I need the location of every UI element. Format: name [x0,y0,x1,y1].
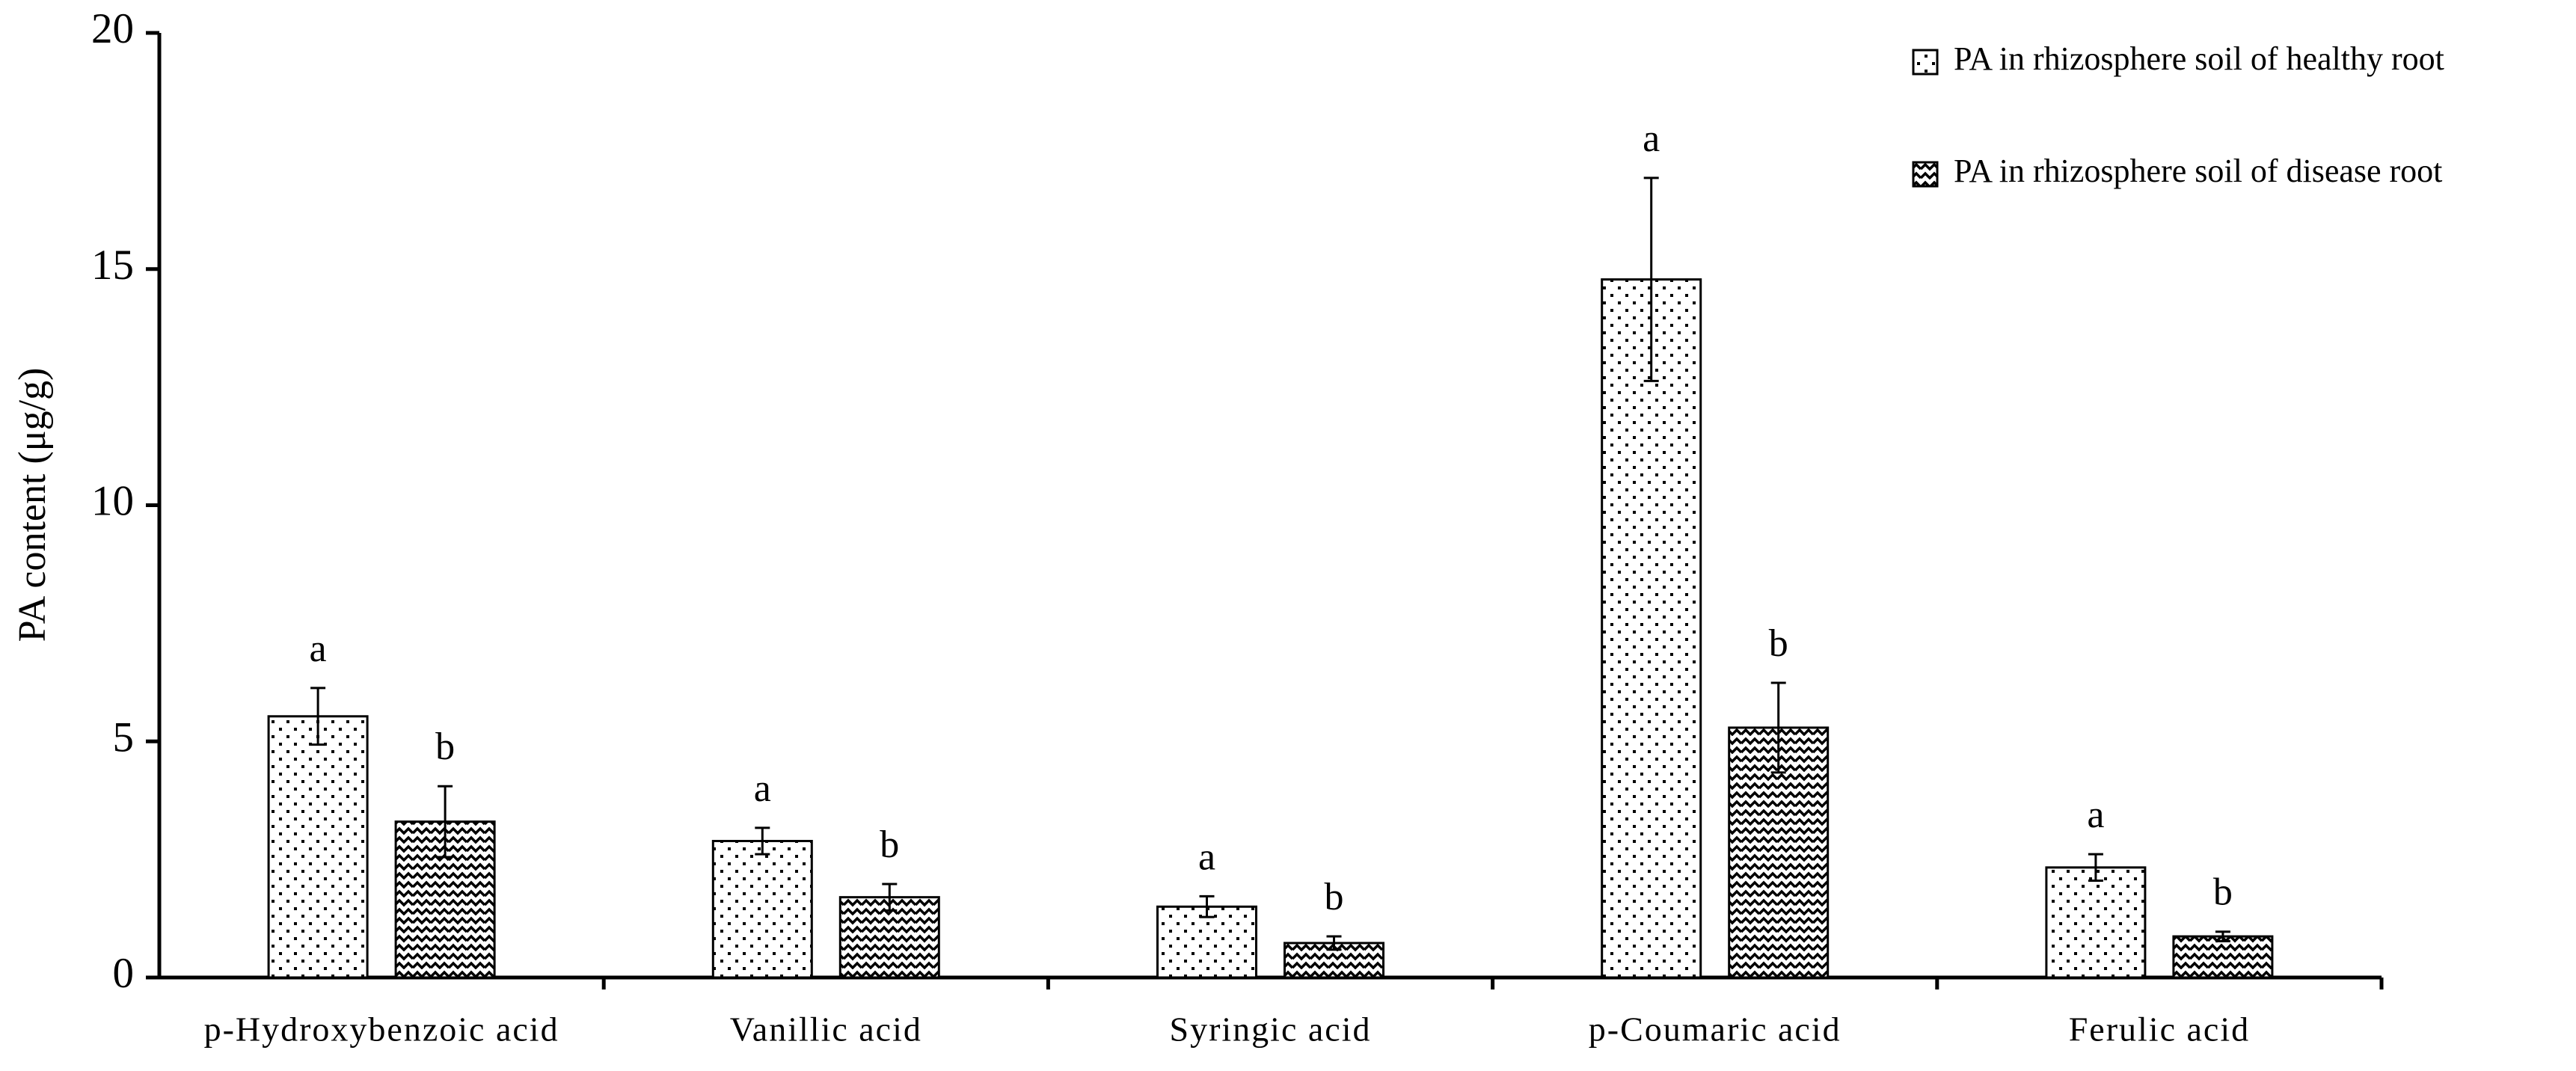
x-tick-label: Ferulic acid [2069,1010,2250,1049]
bar [267,715,369,979]
significance-letter: b [2213,871,2233,914]
x-tick-label: p-Hydroxybenzoic acid [204,1010,559,1049]
legend-label: PA in rhizosphere soil of disease root [1954,153,2442,189]
significance-letter: a [754,767,771,810]
legend-label: PA in rhizosphere soil of healthy root [1954,40,2444,77]
bar [2172,935,2274,979]
x-tick-label: Syringic acid [1170,1010,1372,1049]
significance-letter: a [310,627,327,670]
x-tick-label: p-Coumaric acid [1589,1010,1841,1049]
x-tick-label: Vanillic acid [730,1010,922,1049]
significance-letter: b [1325,876,1344,918]
significance-letter: a [1198,835,1215,878]
significance-letter: b [880,823,899,866]
y-tick-label: 15 [91,242,134,289]
bar [2045,866,2147,979]
significance-letter: b [435,725,455,768]
legend-swatch [1912,49,1939,76]
significance-letter: b [1769,622,1788,665]
y-axis-label: PA content (μg/g) [11,368,54,642]
bar [1601,278,1702,979]
y-tick-label: 5 [113,714,135,761]
significance-letter: a [1643,117,1660,160]
significance-letter: a [2087,794,2104,836]
bar [711,839,813,979]
y-tick-label: 20 [91,5,134,52]
y-tick-label: 10 [91,478,134,525]
y-tick-label: 0 [113,950,135,997]
legend-swatch [1912,161,1939,188]
